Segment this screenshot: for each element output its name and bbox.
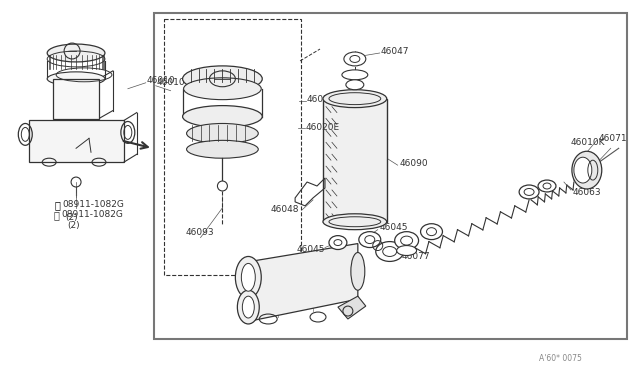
Circle shape	[218, 181, 227, 191]
Ellipse shape	[329, 235, 347, 250]
Text: Ⓝ: Ⓝ	[53, 210, 59, 220]
Text: 46093: 46093	[186, 228, 214, 237]
Polygon shape	[338, 296, 366, 319]
Text: 46063: 46063	[573, 189, 602, 198]
Ellipse shape	[395, 232, 419, 250]
Text: 08911-1082G: 08911-1082G	[61, 210, 123, 219]
Text: (2): (2)	[65, 213, 77, 222]
Text: 46020E: 46020E	[306, 123, 340, 132]
Ellipse shape	[572, 151, 602, 189]
Ellipse shape	[47, 44, 105, 62]
Text: 46048: 46048	[270, 205, 299, 214]
Text: 46020: 46020	[307, 95, 335, 104]
Text: 46010: 46010	[157, 78, 186, 87]
Text: 46045: 46045	[296, 245, 324, 254]
Text: 46047: 46047	[381, 46, 409, 55]
Ellipse shape	[346, 80, 364, 90]
Bar	[29, 121, 124, 162]
Ellipse shape	[237, 290, 259, 324]
Ellipse shape	[241, 263, 255, 291]
Ellipse shape	[351, 253, 365, 290]
Ellipse shape	[342, 70, 368, 80]
Text: Ⓝ: Ⓝ	[54, 200, 60, 210]
Ellipse shape	[519, 185, 539, 199]
Ellipse shape	[538, 180, 556, 192]
Ellipse shape	[323, 90, 387, 108]
Ellipse shape	[182, 106, 262, 128]
Ellipse shape	[420, 224, 442, 240]
Bar	[323, 99, 387, 222]
Ellipse shape	[236, 256, 261, 298]
Text: 46010K: 46010K	[571, 138, 605, 147]
Text: A'60* 0075: A'60* 0075	[539, 354, 582, 363]
Ellipse shape	[187, 124, 259, 143]
Text: 46010: 46010	[147, 76, 175, 85]
Ellipse shape	[47, 72, 105, 86]
Bar	[164, 19, 301, 275]
Text: 46077: 46077	[402, 252, 430, 261]
Ellipse shape	[344, 52, 366, 66]
Ellipse shape	[376, 241, 404, 262]
Polygon shape	[250, 244, 358, 321]
Text: 46071: 46071	[599, 134, 627, 143]
Ellipse shape	[184, 78, 261, 100]
Ellipse shape	[243, 296, 254, 318]
Ellipse shape	[574, 157, 592, 183]
Ellipse shape	[359, 232, 381, 247]
Ellipse shape	[182, 66, 262, 92]
Ellipse shape	[397, 246, 417, 256]
Text: (2): (2)	[67, 221, 79, 230]
Text: 46045: 46045	[380, 223, 408, 232]
Bar	[154, 13, 627, 339]
Ellipse shape	[323, 214, 387, 230]
Ellipse shape	[187, 140, 259, 158]
Text: 08911-1082G: 08911-1082G	[62, 201, 124, 209]
Bar	[53, 79, 99, 119]
Text: 46090: 46090	[399, 159, 428, 168]
